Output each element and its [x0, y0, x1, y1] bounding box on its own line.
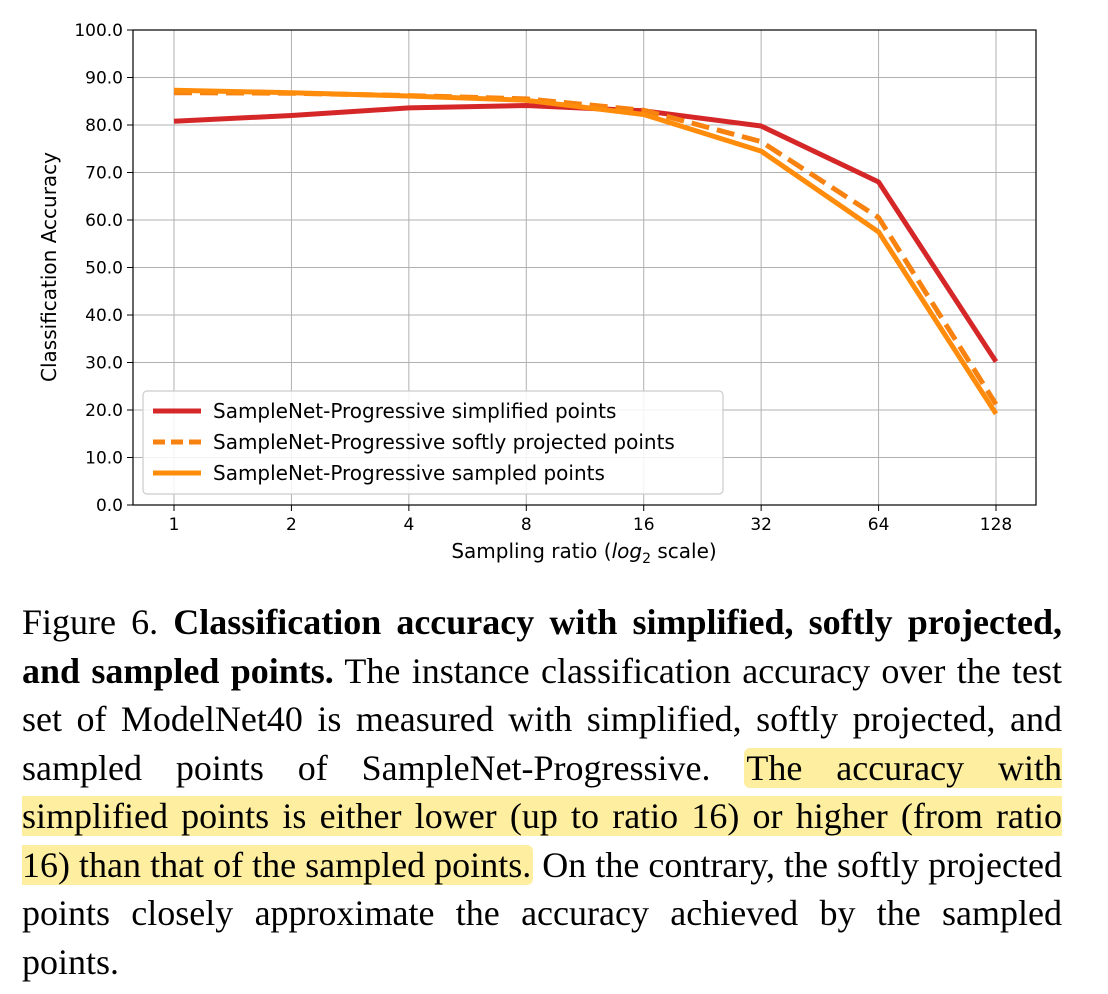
- figure-label: Figure 6.: [22, 602, 159, 642]
- caption-text-end: On the contrary, the softly projected po…: [22, 844, 1062, 982]
- y-tick-label: 80.0: [85, 116, 123, 136]
- x-tick-label: 16: [633, 515, 655, 535]
- figure-caption: Figure 6. Classification accuracy with s…: [22, 598, 1062, 986]
- x-tick-label: 4: [403, 515, 414, 535]
- y-tick-label: 0.0: [96, 496, 123, 516]
- x-tick-label: 2: [286, 515, 297, 535]
- legend-label-2: SampleNet-Progressive sampled points: [213, 461, 605, 485]
- y-axis-label: Classification Accuracy: [37, 152, 61, 382]
- y-axis-ticks: 0.0 10.0 20.0 30.0 40.0 50.0 60.0 70.0 80.0 90.0 1…: [74, 21, 133, 516]
- y-tick-label: 40.0: [85, 306, 123, 326]
- x-axis-label: Sampling ratio (log2 scale): [451, 539, 716, 567]
- y-tick-label: 90.0: [85, 69, 123, 89]
- legend-box: [142, 390, 724, 495]
- x-tick-label: 64: [868, 515, 890, 535]
- x-tick-label: 128: [980, 515, 1012, 535]
- y-tick-label: 70.0: [85, 164, 123, 184]
- legend-label-1: SampleNet-Progressive softly projected p…: [213, 430, 675, 454]
- x-tick-label: 8: [521, 515, 532, 535]
- x-tick-label: 1: [169, 515, 180, 535]
- y-tick-label: 60.0: [85, 211, 123, 231]
- y-tick-label: 30.0: [85, 354, 123, 374]
- caption-text: The instance classification accuracy ove…: [22, 650, 1062, 788]
- y-tick-label: 10.0: [85, 449, 123, 469]
- caption-title: Classification accuracy with simplified,…: [22, 602, 1062, 691]
- legend: SampleNet-Progressive simplified points S…: [142, 390, 724, 495]
- series-line-1: [173, 90, 999, 406]
- y-tick-label: 50.0: [85, 259, 123, 279]
- series-line-2: [173, 87, 999, 416]
- series-lines: [173, 87, 999, 416]
- x-axis-ticks: 1 2 4 8 16 32 64 128: [169, 505, 1012, 535]
- series-line-0: [173, 103, 999, 363]
- accuracy-chart: 0.0 10.0 20.0 30.0 40.0 50.0 60.0 70.0 80.0 90.0 1…: [37, 21, 1037, 567]
- y-tick-label: 20.0: [85, 401, 123, 421]
- legend-label-0: SampleNet-Progressive simplified points: [213, 399, 616, 423]
- y-tick-label: 100.0: [74, 21, 123, 41]
- x-tick-label: 32: [750, 515, 772, 535]
